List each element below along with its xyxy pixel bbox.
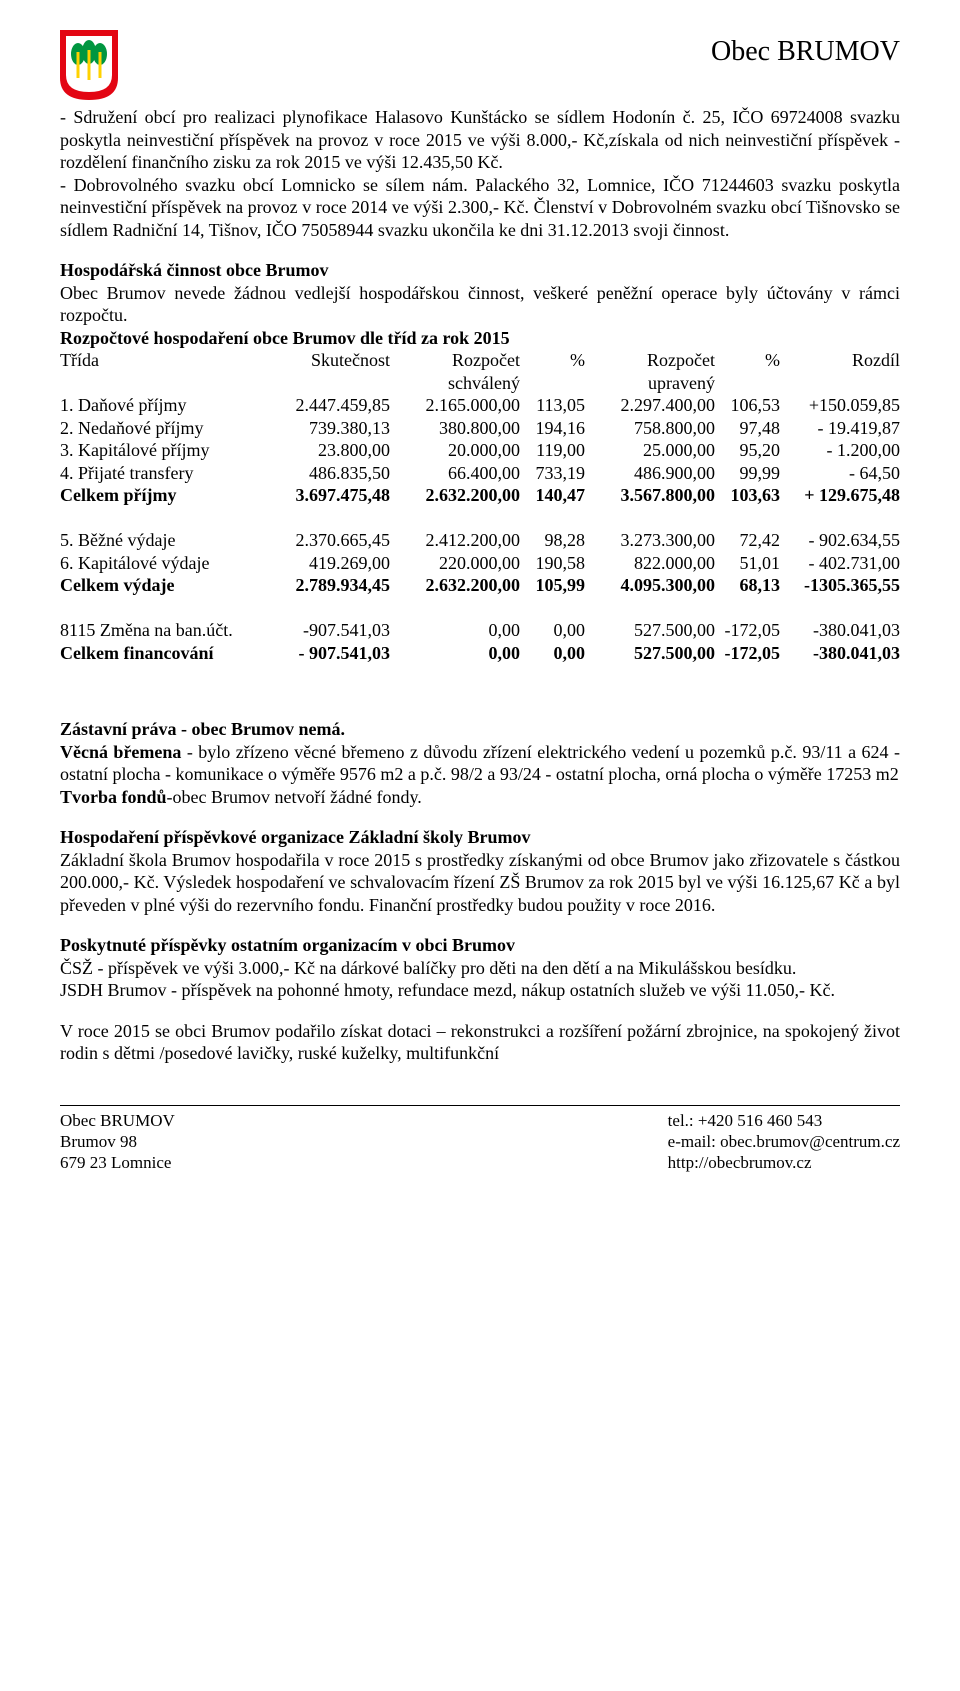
para-1b: - Dobrovolného svazku obcí Lomnicko se s… [60,174,900,242]
table-row: 3. Kapitálové příjmy23.800,0020.000,0011… [60,439,900,462]
table-row: 1. Daňové příjmy2.447.459,852.165.000,00… [60,394,900,417]
page-footer: Obec BRUMOV Brumov 98 679 23 Lomnice tel… [60,1105,900,1174]
row-8115: 8115 Změna na ban.účt. -907.541,03 0,00 … [60,619,900,642]
footer-right: tel.: +420 516 460 543 e-mail: obec.brum… [668,1110,900,1174]
table-row: 4. Přijaté transfery486.835,5066.400,007… [60,462,900,485]
table-row: 2. Nedaňové příjmy739.380,13380.800,0019… [60,417,900,440]
crest-icon [60,30,118,100]
table-head-row: Třída Skutečnost Rozpočet % Rozpočet % R… [60,349,900,372]
th-upraveny: upravený [585,372,715,395]
heading-hospodarska: Hospodářská činnost obce Brumov [60,259,900,282]
th-schvaleny: schválený [390,372,520,395]
page-header: Obec BRUMOV [60,30,900,100]
sum-prijmy: Celkem příjmy 3.697.475,48 2.632.200,00 … [60,484,900,507]
table-head-row2: schválený upravený [60,372,900,395]
heading-poskytnute: Poskytnuté příspěvky ostatním organizací… [60,934,900,957]
heading-rozpoctove: Rozpočtové hospodaření obce Brumov dle t… [60,327,900,350]
sum-financovani: Celkem financování - 907.541,03 0,00 0,0… [60,642,900,665]
th-rozdil: Rozdíl [780,349,900,372]
th-rozpocet1: Rozpočet [390,349,520,372]
th-skutecnost: Skutečnost [260,349,390,372]
para-5: JSDH Brumov - příspěvek na pohonné hmoty… [60,979,900,1002]
table-row: 5. Běžné výdaje2.370.665,452.412.200,009… [60,529,900,552]
para-4: ČSŽ - příspěvek ve výši 3.000,- Kč na dá… [60,957,900,980]
th-pct2: % [715,349,780,372]
para-2: Obec Brumov nevede žádnou vedlejší hospo… [60,282,900,327]
sum-vydaje: Celkem výdaje 2.789.934,45 2.632.200,00 … [60,574,900,597]
table-row: 6. Kapitálové výdaje419.269,00220.000,00… [60,552,900,575]
para-6: V roce 2015 se obci Brumov podařilo získ… [60,1020,900,1065]
th-rozpocet2: Rozpočet [585,349,715,372]
budget-table: Třída Skutečnost Rozpočet % Rozpočet % R… [60,349,900,664]
para-1a: - Sdružení obcí pro realizaci plynofikac… [60,106,900,174]
th-pct1: % [520,349,585,372]
heading-prispevkove: Hospodaření příspěvkové organizace Zákla… [60,826,900,849]
org-title: Obec BRUMOV [711,34,900,69]
footer-left: Obec BRUMOV Brumov 98 679 23 Lomnice [60,1110,175,1174]
zastavni-prava: Zástavní práva - obec Brumov nemá. [60,718,900,741]
tvorba-fondu: Tvorba fondů-obec Brumov netvoří žádné f… [60,786,900,809]
para-3: Základní škola Brumov hospodařila v roce… [60,849,900,917]
th-trida: Třída [60,349,260,372]
vecna-bremena: Věcná břemena - bylo zřízeno věcné břeme… [60,741,900,786]
